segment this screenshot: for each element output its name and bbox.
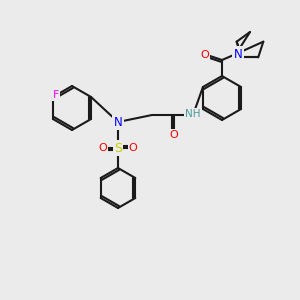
Text: O: O xyxy=(129,143,137,153)
Text: S: S xyxy=(114,142,122,154)
Text: F: F xyxy=(53,90,59,100)
Text: N: N xyxy=(234,47,242,61)
Text: NH: NH xyxy=(185,109,201,119)
Text: O: O xyxy=(201,50,209,60)
Text: N: N xyxy=(114,116,122,128)
Text: O: O xyxy=(169,130,178,140)
Text: O: O xyxy=(99,143,107,153)
